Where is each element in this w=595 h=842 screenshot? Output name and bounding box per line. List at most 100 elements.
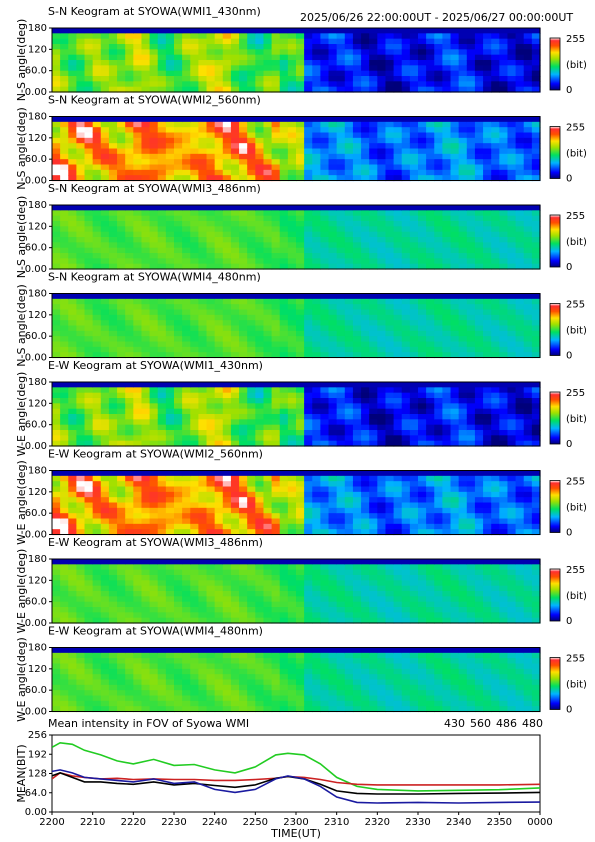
heatmap-cell (426, 523, 435, 530)
heatmap-cell (442, 424, 452, 431)
heatmap-cell (279, 607, 289, 613)
heatmap-cell (222, 242, 232, 249)
heatmap-cell (255, 564, 265, 571)
heatmap-cell (409, 137, 419, 144)
heatmap-cell (222, 215, 232, 222)
heatmap-cell (117, 564, 126, 571)
heatmap-cell (344, 247, 354, 254)
heatmap-cell (515, 440, 525, 447)
heatmap-cell (68, 298, 77, 305)
heatmap-cell (352, 387, 362, 394)
heatmap-cell (68, 398, 77, 404)
heatmap-cell (320, 320, 330, 327)
heatmap-cell (157, 137, 167, 144)
heatmap-cell (108, 596, 118, 603)
heatmap-cell (483, 387, 492, 394)
heatmap-cell (263, 440, 273, 447)
heatmap-cell (531, 486, 541, 493)
heatmap-cell (320, 231, 330, 238)
heatmap-cell (190, 523, 199, 530)
heatmap-cell (352, 430, 362, 436)
heatmap-cell (52, 221, 61, 227)
heatmap-cell (222, 559, 232, 565)
heatmap-cell (76, 424, 86, 431)
heatmap-cell (84, 44, 94, 50)
heatmap-cell (418, 33, 427, 40)
heatmap-cell (92, 221, 102, 227)
heatmap-cell (523, 320, 533, 327)
heatmap-cell (52, 523, 61, 530)
heatmap-cell (352, 258, 362, 265)
heatmap-cell (296, 596, 305, 603)
heatmap-cell (222, 392, 232, 399)
heatmap-cell (483, 28, 492, 34)
heatmap-cell (206, 28, 216, 34)
heatmap-cell (385, 49, 395, 56)
heatmap-cell (442, 392, 452, 399)
heatmap-cell (100, 330, 110, 337)
heatmap-cell (165, 475, 175, 482)
heatmap-cell (100, 575, 110, 581)
heatmap-cell (361, 86, 370, 93)
colorbar-max-label: 255 (566, 477, 585, 488)
heatmap-cell (312, 491, 321, 498)
heatmap-cell (60, 49, 69, 56)
heatmap-cell (125, 470, 134, 477)
heatmap-cell (344, 580, 354, 587)
heatmap-cell (304, 382, 313, 388)
heatmap-cell (271, 403, 281, 410)
heatmap-cell (434, 137, 443, 144)
heatmap-cell (434, 387, 443, 394)
heatmap-cell (157, 320, 167, 327)
heatmap-cell (60, 54, 69, 61)
heatmap-cell (377, 414, 387, 420)
heatmap-cell (499, 205, 509, 211)
heatmap-cell (206, 612, 216, 619)
heatmap-cell (369, 612, 378, 619)
heatmap-cell (401, 121, 411, 128)
heatmap-cell (312, 346, 321, 353)
heatmap-cells (52, 293, 541, 359)
heatmap-cell (352, 569, 362, 576)
heatmap-cell (312, 470, 321, 477)
heatmap-cell (165, 382, 175, 388)
heatmap-cell (263, 153, 273, 160)
heatmap-cell (361, 569, 370, 576)
heatmap-cell (60, 408, 69, 415)
heatmap-cell (92, 164, 102, 171)
heatmap-cell (141, 529, 151, 536)
heatmap-cell (409, 403, 419, 410)
heatmap-cell (418, 49, 427, 56)
heatmap-cell (92, 298, 102, 305)
heatmap-cell (117, 159, 126, 166)
heatmap-cell (474, 497, 484, 504)
heatmap-cell (401, 38, 411, 45)
heatmap-cell (287, 430, 297, 436)
heatmap-cell (442, 205, 452, 211)
heatmap-cell (117, 601, 126, 608)
heatmap-cell (198, 502, 208, 509)
heatmap-cell (312, 253, 321, 259)
heatmap-cell (474, 205, 484, 211)
heatmap-cell (68, 143, 77, 150)
heatmap-cell (198, 612, 208, 619)
heatmap-cell (304, 205, 313, 211)
heatmap-cell (198, 585, 208, 592)
heatmap-cell (328, 569, 338, 576)
heatmap-cell (483, 38, 492, 45)
y-tick-label: 0.00 (25, 353, 47, 364)
heatmap-cell (377, 382, 387, 388)
heatmap-cell (409, 49, 419, 56)
heatmap-cell (149, 398, 159, 404)
heatmap-cell (68, 513, 77, 520)
heatmap-cell (108, 320, 118, 327)
heatmap-cell (182, 481, 191, 488)
heatmap-cell (442, 175, 452, 182)
heatmap-cell (450, 523, 460, 530)
heatmap-cell (483, 430, 492, 436)
heatmap-cell (491, 513, 500, 520)
heatmap-cell (491, 309, 500, 316)
heatmap-cell (117, 486, 126, 493)
heatmap-cell (117, 352, 126, 359)
heatmap-cell (450, 127, 460, 134)
